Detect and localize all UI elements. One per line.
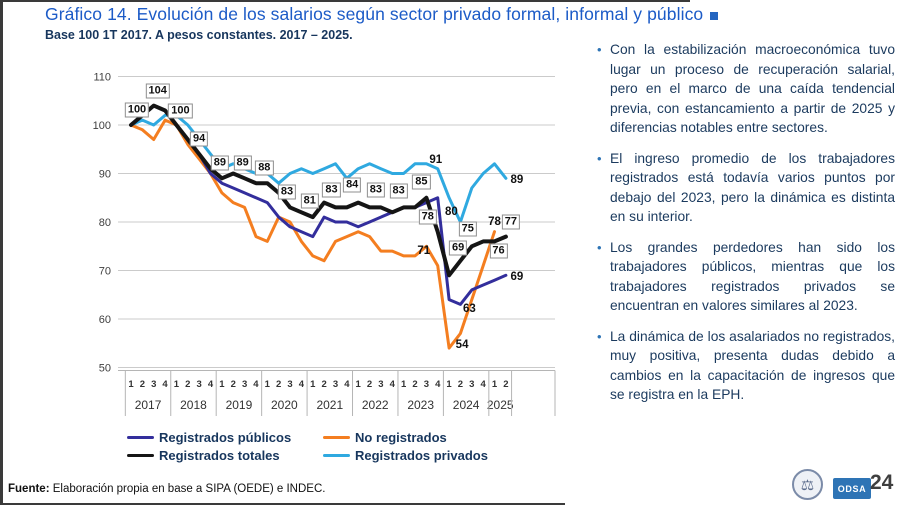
page-subtitle: Base 100 1T 2017. A pesos constantes. 20… xyxy=(45,28,353,42)
svg-text:2: 2 xyxy=(140,379,145,390)
svg-text:4: 4 xyxy=(299,379,305,390)
svg-text:2: 2 xyxy=(503,379,508,390)
svg-text:3: 3 xyxy=(242,379,247,390)
bullet-text-4: La dinámica de los asalariados no regist… xyxy=(610,328,895,403)
uca-seal-logo: ⚖ xyxy=(792,469,823,500)
svg-text:2: 2 xyxy=(276,379,281,390)
bullet-item-3: • Los grandes perdedores han sido los tr… xyxy=(597,238,895,316)
svg-text:3: 3 xyxy=(287,379,292,390)
svg-text:3: 3 xyxy=(333,379,338,390)
svg-text:3: 3 xyxy=(151,379,156,390)
legend-label-totales: Registrados totales xyxy=(159,448,280,463)
source-label: Fuente: xyxy=(8,483,50,495)
svg-text:50: 50 xyxy=(99,363,111,375)
bullet-icon: • xyxy=(597,42,602,57)
svg-text:4: 4 xyxy=(344,379,350,390)
svg-text:2025: 2025 xyxy=(487,398,514,412)
svg-text:2: 2 xyxy=(412,379,417,390)
svg-text:80: 80 xyxy=(99,217,111,229)
svg-text:2: 2 xyxy=(321,379,326,390)
svg-text:2018: 2018 xyxy=(180,398,207,412)
source-note: Fuente: Elaboración propia en base a SIP… xyxy=(8,483,325,495)
svg-text:100: 100 xyxy=(93,120,111,132)
line-chart: 50 60 70 80 90 100 110 1 2 3 4 2017 1 2 3 4 2018 1 2 3 4 2019… xyxy=(60,62,560,426)
screenshot-bottom-edge xyxy=(0,503,565,505)
legend-label-no-registrados: No registrados xyxy=(355,430,447,445)
svg-text:2021: 2021 xyxy=(316,398,343,412)
legend-swatch-privados xyxy=(323,453,350,458)
svg-text:3: 3 xyxy=(424,379,429,390)
commentary-panel: • Con la estabilización macroeconómica t… xyxy=(597,40,895,416)
legend-label-privados: Registrados privados xyxy=(355,448,488,463)
svg-text:1: 1 xyxy=(219,379,225,390)
legend-item-registrados-privados: Registrados privados xyxy=(323,448,488,463)
svg-text:2: 2 xyxy=(231,379,236,390)
svg-text:3: 3 xyxy=(469,379,474,390)
bullet-item-1: • Con la estabilización macroeconómica t… xyxy=(597,40,895,138)
svg-text:60: 60 xyxy=(99,314,111,326)
svg-text:1: 1 xyxy=(174,379,180,390)
svg-text:2022: 2022 xyxy=(362,398,389,412)
svg-text:2: 2 xyxy=(367,379,372,390)
bullet-item-4: • La dinámica de los asalariados no regi… xyxy=(597,327,895,405)
svg-text:2019: 2019 xyxy=(226,398,253,412)
svg-text:4: 4 xyxy=(208,379,214,390)
svg-text:3: 3 xyxy=(197,379,202,390)
svg-text:4: 4 xyxy=(253,379,259,390)
header: Gráfico 14. Evolución de los salarios se… xyxy=(45,4,895,42)
svg-text:3: 3 xyxy=(378,379,383,390)
chart-legend: Registrados públicos No registrados Regi… xyxy=(127,430,488,463)
svg-text:1: 1 xyxy=(492,379,498,390)
svg-text:1: 1 xyxy=(356,379,362,390)
page-title-text: Gráfico 14. Evolución de los salarios se… xyxy=(45,4,704,24)
screenshot-top-edge xyxy=(0,0,690,2)
title-end-square-icon xyxy=(710,12,719,20)
bullet-icon: • xyxy=(597,239,602,255)
bullet-item-2: • El ingreso promedio de los trabajadore… xyxy=(597,149,895,227)
legend-swatch-totales xyxy=(127,453,154,458)
odsa-badge: ODSA xyxy=(833,478,871,499)
page-number: 24 xyxy=(870,471,894,494)
bullet-icon: • xyxy=(597,328,602,344)
svg-text:1: 1 xyxy=(401,379,407,390)
svg-text:2: 2 xyxy=(185,379,190,390)
svg-text:1: 1 xyxy=(265,379,271,390)
svg-text:110: 110 xyxy=(93,72,111,84)
bullet-icon: • xyxy=(597,150,602,166)
svg-text:2: 2 xyxy=(458,379,463,390)
svg-text:1: 1 xyxy=(128,379,134,390)
svg-text:1: 1 xyxy=(310,379,316,390)
svg-text:4: 4 xyxy=(481,379,487,390)
svg-text:4: 4 xyxy=(390,379,396,390)
screenshot-left-edge xyxy=(0,0,3,505)
svg-text:70: 70 xyxy=(99,266,111,278)
svg-text:2024: 2024 xyxy=(453,398,480,412)
svg-text:2017: 2017 xyxy=(135,398,162,412)
svg-text:1: 1 xyxy=(446,379,452,390)
page-title: Gráfico 14. Evolución de los salarios se… xyxy=(45,4,895,25)
legend-label-publicos: Registrados públicos xyxy=(159,430,292,445)
svg-text:4: 4 xyxy=(435,379,441,390)
svg-text:2023: 2023 xyxy=(407,398,434,412)
legend-item-registrados-publicos: Registrados públicos xyxy=(127,430,323,445)
bullet-text-3: Los grandes perdedores han sido los trab… xyxy=(610,239,895,314)
svg-text:2020: 2020 xyxy=(271,398,298,412)
svg-text:4: 4 xyxy=(162,379,168,390)
svg-text:90: 90 xyxy=(99,169,111,181)
legend-item-registrados-totales: Registrados totales xyxy=(127,448,323,463)
seal-emblem-icon: ⚖ xyxy=(800,476,815,494)
source-text: Elaboración propia en base a SIPA (OEDE)… xyxy=(49,483,326,495)
legend-item-no-registrados: No registrados xyxy=(323,430,488,445)
bullet-text-2: El ingreso promedio de los trabajadores … xyxy=(610,150,895,225)
legend-swatch-publicos xyxy=(127,435,154,440)
bullet-text-1: Con la estabilización macroeconómica tuv… xyxy=(610,42,895,135)
legend-swatch-no-registrados xyxy=(323,435,350,440)
